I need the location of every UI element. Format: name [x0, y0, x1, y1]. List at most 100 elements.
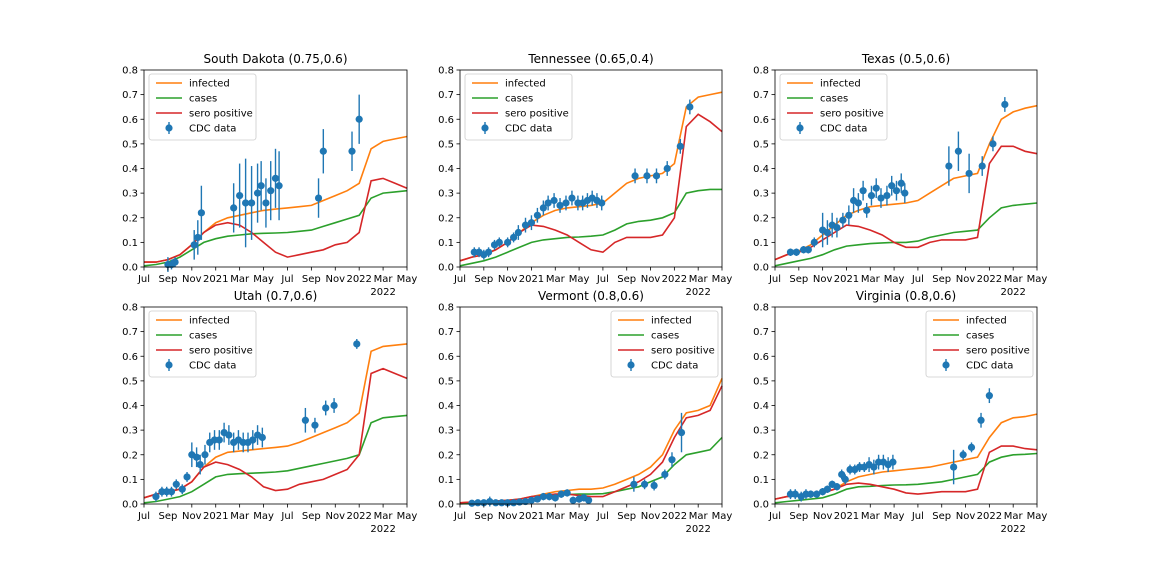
legend-box: [925, 310, 1034, 378]
y-tick-label: 0.8: [122, 66, 138, 77]
series-line-sero-positive: [144, 177, 408, 263]
y-tick-label: 0.7: [753, 327, 769, 338]
y-tick-label: 0.3: [122, 426, 138, 437]
x-tick-label: Nov: [956, 274, 976, 285]
cdc-point: [643, 172, 651, 180]
chart-panel-5: Virginia (0.8,0.6) 0.0 0.1 0.2 0.3 0.4 0.5 0.6 0…: [753, 289, 1047, 535]
legend-label: CDC data: [966, 361, 1013, 372]
y-tick-label: 0.1: [753, 238, 769, 249]
cdc-point: [249, 436, 257, 444]
x-tick-sublabel: 2022: [370, 287, 395, 298]
legend-label: cases: [966, 331, 994, 342]
legend-box: [464, 73, 573, 141]
cdc-point: [630, 480, 638, 488]
chart-title: Tennessee (0.65,0.4): [527, 52, 653, 66]
x-tick-label: Mar: [546, 511, 566, 522]
cdc-point: [677, 428, 686, 437]
legend-label: cases: [189, 331, 217, 342]
y-tick-label: 0.2: [122, 213, 138, 224]
x-tick-label: Mar: [689, 511, 709, 522]
x-tick-label: Nov: [182, 274, 202, 285]
series-line-infected: [459, 378, 723, 504]
cdc-point: [823, 228, 832, 237]
legend-label: infected: [966, 316, 1007, 327]
x-tick-label: Mar: [230, 511, 250, 522]
x-tick-label: Sep: [474, 511, 493, 522]
y-tick-label: 0.6: [438, 352, 454, 363]
legend-label: CDC data: [189, 361, 236, 372]
cdc-point: [786, 248, 795, 256]
cdc-point: [965, 169, 973, 178]
x-tick-label: Jul: [137, 511, 150, 522]
x-tick-label: Jul: [280, 274, 293, 285]
y-tick-label: 0.0: [438, 500, 454, 511]
cdc-point: [978, 162, 986, 170]
cdc-point: [833, 483, 841, 491]
x-tick-label: Jul: [911, 274, 924, 285]
cdc-point: [877, 194, 885, 202]
series-line-sero-positive: [774, 145, 1038, 261]
legend-label: infected: [189, 79, 230, 90]
x-tick-label: Jul: [453, 511, 466, 522]
cdc-point: [954, 147, 963, 155]
chart-title: Texas (0.5,0.6): [861, 52, 950, 66]
chart-panel-0: South Dakota (0.75,0.6) 0.0 0.1 0.2 0.3 0.4 0.…: [122, 52, 417, 298]
y-tick-label: 0.6: [122, 115, 138, 126]
legend-marker-cdc: [165, 361, 173, 369]
y-tick-label: 0.3: [438, 426, 454, 437]
y-tick-label: 0.2: [753, 213, 769, 224]
cdc-point: [889, 458, 897, 466]
y-tick-label: 0.0: [753, 500, 769, 511]
cdc-point: [892, 187, 901, 195]
cdc-point: [901, 189, 909, 197]
series-line-sero-positive: [459, 385, 723, 504]
cdc-point: [504, 238, 512, 246]
cdc-point: [663, 164, 671, 173]
x-tick-label: Mar: [1004, 511, 1024, 522]
x-tick-label: May: [712, 511, 733, 522]
y-tick-label: 0.1: [438, 238, 454, 249]
x-tick-label: 2022: [346, 511, 371, 522]
cdc-point: [167, 488, 176, 496]
cdc-point: [985, 392, 993, 400]
cdc-point: [486, 497, 494, 506]
y-tick-label: 0.4: [122, 164, 138, 175]
cdc-point: [355, 115, 363, 123]
cdc-point: [557, 490, 565, 498]
cdc-point: [183, 473, 191, 481]
y-tick-label: 0.8: [753, 66, 769, 77]
cdc-point: [859, 187, 867, 195]
x-tick-label: May: [1027, 274, 1048, 285]
cdc-point: [676, 142, 684, 150]
cdc-point: [230, 204, 238, 212]
cdc-point: [492, 499, 500, 507]
cdc-point: [514, 228, 522, 237]
cdc-point: [330, 401, 338, 410]
x-tick-label: Sep: [302, 511, 321, 522]
x-tick-label: Jul: [453, 274, 466, 285]
cdc-point: [236, 191, 244, 200]
chart-title: Utah (0.7,0.6): [234, 289, 318, 303]
legend-label: cases: [651, 331, 679, 342]
x-tick-sublabel: 2022: [685, 287, 710, 298]
x-tick-label: Sep: [932, 274, 951, 285]
x-tick-label: Jul: [768, 274, 781, 285]
x-tick-label: Mar: [546, 274, 566, 285]
x-tick-label: Nov: [326, 274, 346, 285]
cdc-point: [863, 206, 871, 214]
cdc-point: [498, 499, 506, 507]
cdc-point: [152, 493, 160, 501]
x-tick-label: Sep: [617, 274, 636, 285]
cdc-point: [171, 258, 179, 266]
y-tick-label: 0.8: [753, 303, 769, 314]
legend-label: sero positive: [651, 346, 715, 357]
legend: infected cases sero positive CDC data: [925, 310, 1034, 378]
legend-label: sero positive: [966, 346, 1030, 357]
legend-label: infected: [820, 79, 861, 90]
cdc-point: [556, 201, 564, 210]
chart-panel-4: Vermont (0.8,0.6) 0.0 0.1 0.2 0.3 0.4 0.5 0.6 0.…: [438, 289, 732, 535]
cdc-point: [193, 453, 201, 461]
cdc-point: [267, 187, 275, 195]
x-tick-label: 2022: [662, 274, 687, 285]
